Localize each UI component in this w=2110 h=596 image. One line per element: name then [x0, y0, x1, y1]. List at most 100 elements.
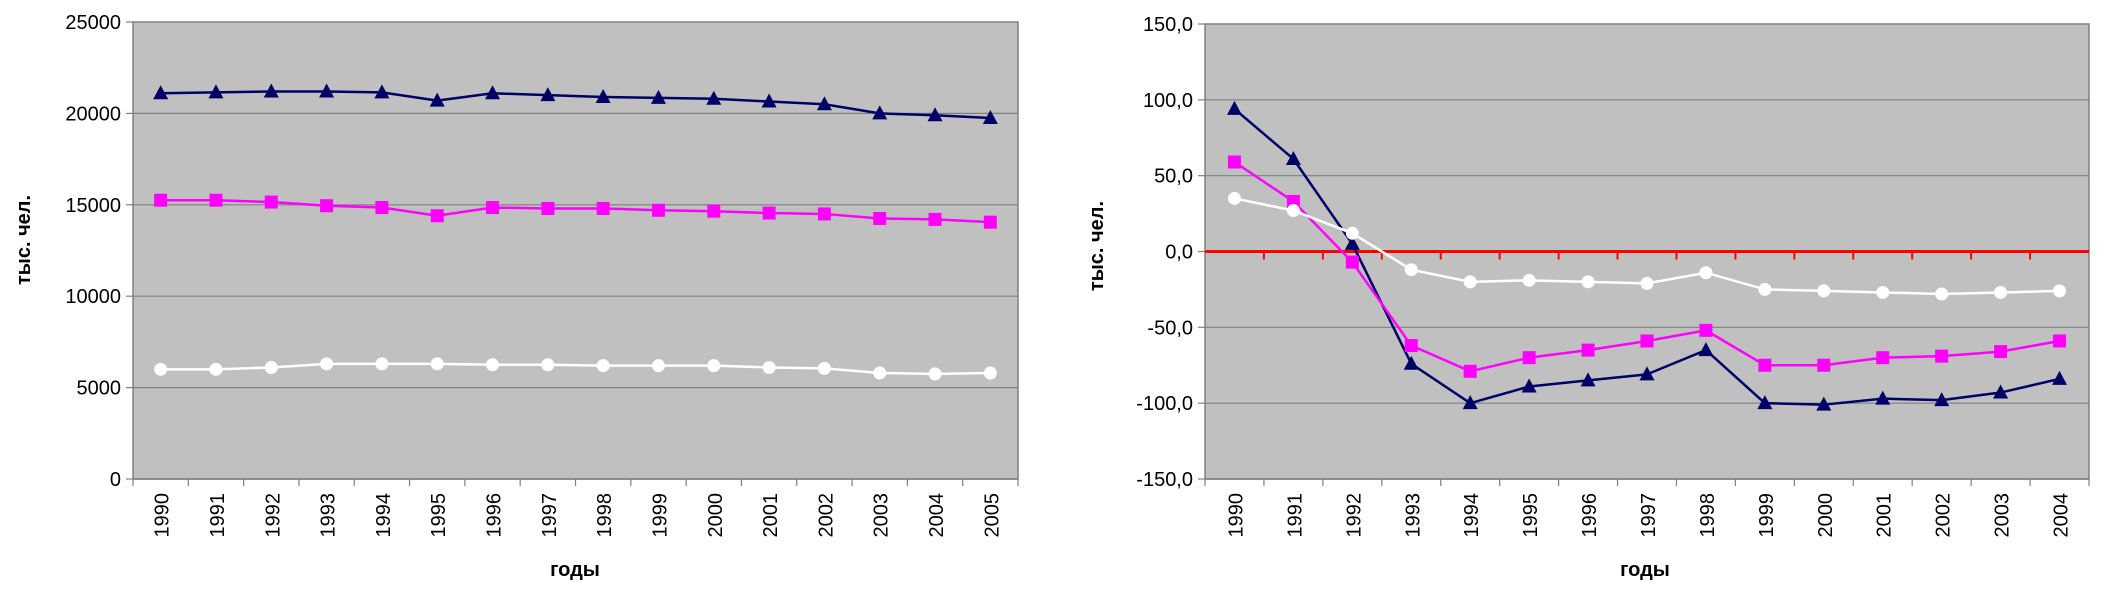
data-point-circle [1935, 287, 1949, 301]
data-point-triangle [1462, 395, 1478, 410]
data-point-triangle [1816, 396, 1832, 411]
data-point-circle [1227, 191, 1241, 205]
data-point-triangle [927, 107, 943, 122]
data-point-circle [928, 367, 942, 381]
data-point-triangle [153, 85, 169, 100]
chart-2: -150,0 -100,0 -50,0 0,0 50,0 100,0 150,0 1990 19… [1086, 14, 2090, 581]
x-tick-label: 1998 [1697, 493, 1719, 538]
data-point-circle [1994, 285, 2008, 299]
data-point-circle [320, 357, 334, 371]
data-point-square [983, 215, 997, 229]
x-tick-label: 1993 [318, 493, 340, 538]
x-tick-label: 1994 [1461, 493, 1483, 538]
x-tick-label: 1996 [1579, 493, 1601, 538]
y-tick-label: -100,0 [1136, 393, 1193, 415]
data-point-square [651, 203, 665, 217]
data-point-circle [209, 362, 223, 376]
data-point-triangle [374, 84, 390, 99]
y-tick-label: 5000 [77, 378, 122, 400]
data-point-square [1463, 364, 1477, 378]
x-tick-label: 1992 [262, 493, 284, 538]
data-point-square [1935, 349, 1949, 363]
data-point-circle [1699, 266, 1713, 280]
data-point-triangle [816, 96, 832, 111]
y-tick-label: 20000 [65, 103, 121, 125]
data-point-square [1817, 358, 1831, 372]
data-point-triangle [1521, 378, 1537, 393]
data-point-circle [1404, 263, 1418, 277]
chart-1: 0 5000 10000 15000 20000 25000 1990 1991 1992 199… [13, 12, 1019, 581]
x-tick-label: 1997 [539, 493, 561, 538]
data-point-square [320, 199, 334, 213]
data-point-triangle [1639, 366, 1655, 381]
data-point-circle [1817, 284, 1831, 298]
x-axis-title: годы [1620, 559, 1670, 581]
data-point-square [1227, 155, 1241, 169]
series-line-circle [160, 362, 991, 376]
data-point-square [486, 201, 500, 215]
y-tick-label: 0,0 [1165, 242, 1193, 264]
data-point-square [817, 207, 831, 221]
data-point-circle [651, 359, 665, 373]
x-tick-label: 1991 [1284, 493, 1306, 538]
data-point-square [375, 201, 389, 215]
data-point-circle [762, 360, 776, 374]
series-line-square [160, 198, 991, 224]
data-point-triangle [872, 105, 888, 120]
x-tick-label: 2002 [1933, 493, 1955, 538]
data-point-triangle [485, 85, 501, 100]
data-point-square [1758, 358, 1772, 372]
x-tick-label: 2005 [981, 493, 1003, 538]
data-point-circle [154, 362, 168, 376]
y-tick-label: 10000 [65, 286, 121, 308]
data-point-triangle [1698, 342, 1714, 357]
data-point-square [1699, 323, 1713, 337]
data-point-square [873, 212, 887, 226]
data-point-square [762, 206, 776, 220]
data-point-triangle [2052, 370, 2068, 385]
x-tick-label: 2002 [815, 493, 837, 538]
data-point-triangle [1993, 384, 2009, 399]
x-tick-label: 2004 [2051, 493, 2073, 538]
x-tick-label: 2001 [760, 493, 782, 538]
data-point-circle [430, 357, 444, 371]
y-tick-label: -50,0 [1147, 317, 1193, 339]
data-point-square [541, 201, 555, 215]
data-point-circle [596, 359, 610, 373]
x-tick-label: 1992 [1343, 493, 1365, 538]
data-point-circle [2053, 284, 2067, 298]
x-axis-title: годы [550, 559, 600, 581]
data-point-triangle [1403, 355, 1419, 370]
y-tick-label: 25000 [65, 12, 121, 34]
data-point-triangle [1285, 150, 1301, 165]
data-point-triangle [540, 87, 556, 102]
x-tick-label: 2000 [705, 493, 727, 538]
series-line-triangle [160, 90, 991, 120]
data-point-triangle [706, 90, 722, 105]
data-point-square [264, 195, 278, 209]
data-point-triangle [1757, 395, 1773, 410]
y-tick-label: 100,0 [1143, 90, 1193, 112]
y-axis-title: тыс. чел. [13, 195, 35, 285]
data-point-triangle [429, 92, 445, 107]
data-point-circle [1286, 204, 1300, 218]
x-tick-label: 1995 [1520, 493, 1542, 538]
x-tick-label: 2000 [1815, 493, 1837, 538]
data-point-circle [1640, 276, 1654, 290]
y-tick-label: 150,0 [1143, 14, 1193, 36]
data-point-circle [817, 361, 831, 375]
data-point-triangle [982, 109, 998, 124]
data-point-square [1640, 334, 1654, 348]
x-tick-label: 2004 [926, 493, 948, 538]
data-point-circle [375, 357, 389, 371]
data-point-square [1876, 351, 1890, 365]
data-point-square [2053, 334, 2067, 348]
data-point-square [1522, 351, 1536, 365]
data-point-square [928, 212, 942, 226]
data-point-circle [1758, 282, 1772, 296]
x-tick-label: 1990 [1225, 493, 1247, 538]
x-tick-label: 2001 [1874, 493, 1896, 538]
data-point-circle [541, 358, 555, 372]
data-point-triangle [595, 88, 611, 103]
